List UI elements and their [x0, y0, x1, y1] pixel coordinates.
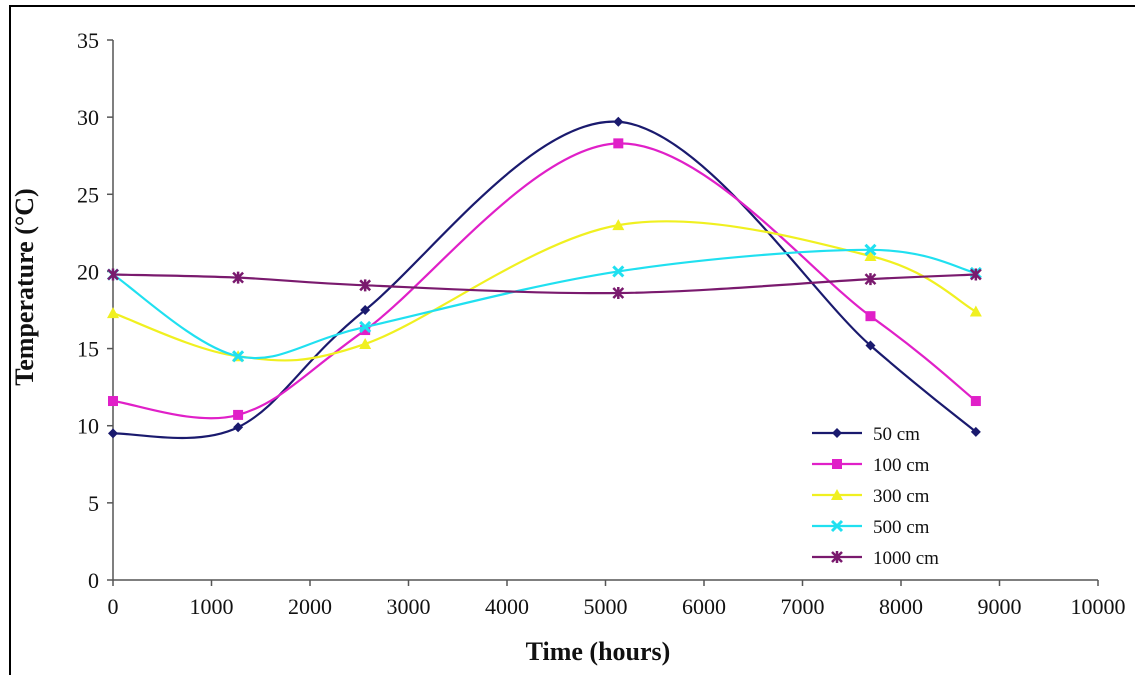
- x-tick-label: 0: [108, 594, 119, 619]
- data-point: [107, 307, 119, 319]
- x-tick-label: 9000: [978, 594, 1022, 619]
- data-point: [864, 250, 877, 261]
- legend: 50 cm 100 cm 300 cm 500 cm 1000 cm: [812, 424, 939, 569]
- data-point: [613, 138, 624, 149]
- legend-marker: [832, 459, 842, 469]
- y-tick-label: 15: [77, 337, 99, 362]
- series-3: [106, 243, 982, 363]
- series-1: [108, 138, 981, 420]
- x-tick-label: 3000: [387, 594, 431, 619]
- y-tick-label: 10: [77, 414, 99, 439]
- series-line: [112, 220, 977, 362]
- series-2: [107, 219, 982, 362]
- data-point: [359, 320, 372, 334]
- data-point: [232, 350, 245, 363]
- legend-entry: 300 cm: [812, 486, 930, 507]
- series-line: [112, 273, 976, 295]
- legend-marker: [830, 519, 844, 533]
- plot-area: [106, 116, 982, 440]
- legend-label: 100 cm: [873, 455, 930, 476]
- data-point: [970, 426, 981, 437]
- data-point: [864, 243, 877, 256]
- x-tick-label: 8000: [879, 594, 923, 619]
- data-point: [970, 396, 981, 407]
- legend-label: 300 cm: [873, 486, 930, 507]
- legend-marker: [831, 551, 843, 563]
- y-tick-label: 35: [77, 28, 99, 53]
- data-point: [612, 265, 625, 278]
- legend-label: 50 cm: [873, 424, 920, 445]
- data-point: [233, 409, 244, 420]
- y-axis-title: Temperature (°C): [10, 188, 39, 385]
- y-ticks: 0 5 10 15 20 25 30 35: [77, 28, 113, 593]
- frame-left-border: [9, 5, 11, 675]
- x-tick-label: 10000: [1071, 594, 1126, 619]
- data-point: [360, 325, 371, 336]
- x-tick-label: 4000: [485, 594, 529, 619]
- legend-label: 500 cm: [873, 517, 930, 538]
- frame-top-border: [9, 5, 1135, 7]
- data-point: [359, 279, 372, 292]
- data-point: [865, 311, 876, 322]
- data-point: [969, 268, 982, 281]
- data-point: [108, 428, 118, 439]
- legend-entry: 500 cm: [812, 517, 930, 538]
- x-tick-label: 5000: [584, 594, 628, 619]
- data-point: [612, 287, 625, 300]
- y-tick-label: 20: [77, 259, 99, 284]
- data-point: [612, 219, 625, 231]
- legend-marker: [832, 428, 842, 438]
- x-ticks: 0 1000 2000 3000 4000 5000 6000 7000 8000 9000 100…: [108, 580, 1126, 619]
- data-point: [865, 340, 876, 351]
- x-axis-title: Time (hours): [526, 637, 671, 666]
- legend-entry: 100 cm: [812, 455, 930, 476]
- data-point: [232, 271, 244, 284]
- data-point: [969, 305, 982, 317]
- x-tick-label: 2000: [288, 594, 332, 619]
- legend-label: 1000 cm: [873, 548, 939, 569]
- x-tick-label: 7000: [781, 594, 825, 619]
- data-point: [108, 396, 118, 407]
- data-point: [613, 116, 624, 127]
- data-point: [359, 337, 372, 349]
- series-4: [107, 268, 982, 300]
- y-tick-label: 25: [77, 182, 99, 207]
- series-line: [112, 248, 977, 360]
- axes: 0 5 10 15 20 25 30 35 0 1000 2000 3000 4000 5000 6000…: [77, 28, 1126, 619]
- x-tick-label: 6000: [682, 594, 726, 619]
- data-point: [864, 273, 877, 286]
- y-tick-label: 0: [88, 568, 99, 593]
- data-point: [233, 422, 244, 433]
- data-point: [360, 305, 371, 315]
- legend-marker: [831, 489, 843, 500]
- series-0: [108, 116, 981, 440]
- x-tick-label: 1000: [190, 594, 234, 619]
- data-point: [107, 268, 119, 281]
- y-tick-label: 5: [88, 491, 99, 516]
- legend-entry: 1000 cm: [812, 548, 939, 569]
- y-tick-label: 30: [77, 105, 99, 130]
- legend-entry: 50 cm: [812, 424, 920, 445]
